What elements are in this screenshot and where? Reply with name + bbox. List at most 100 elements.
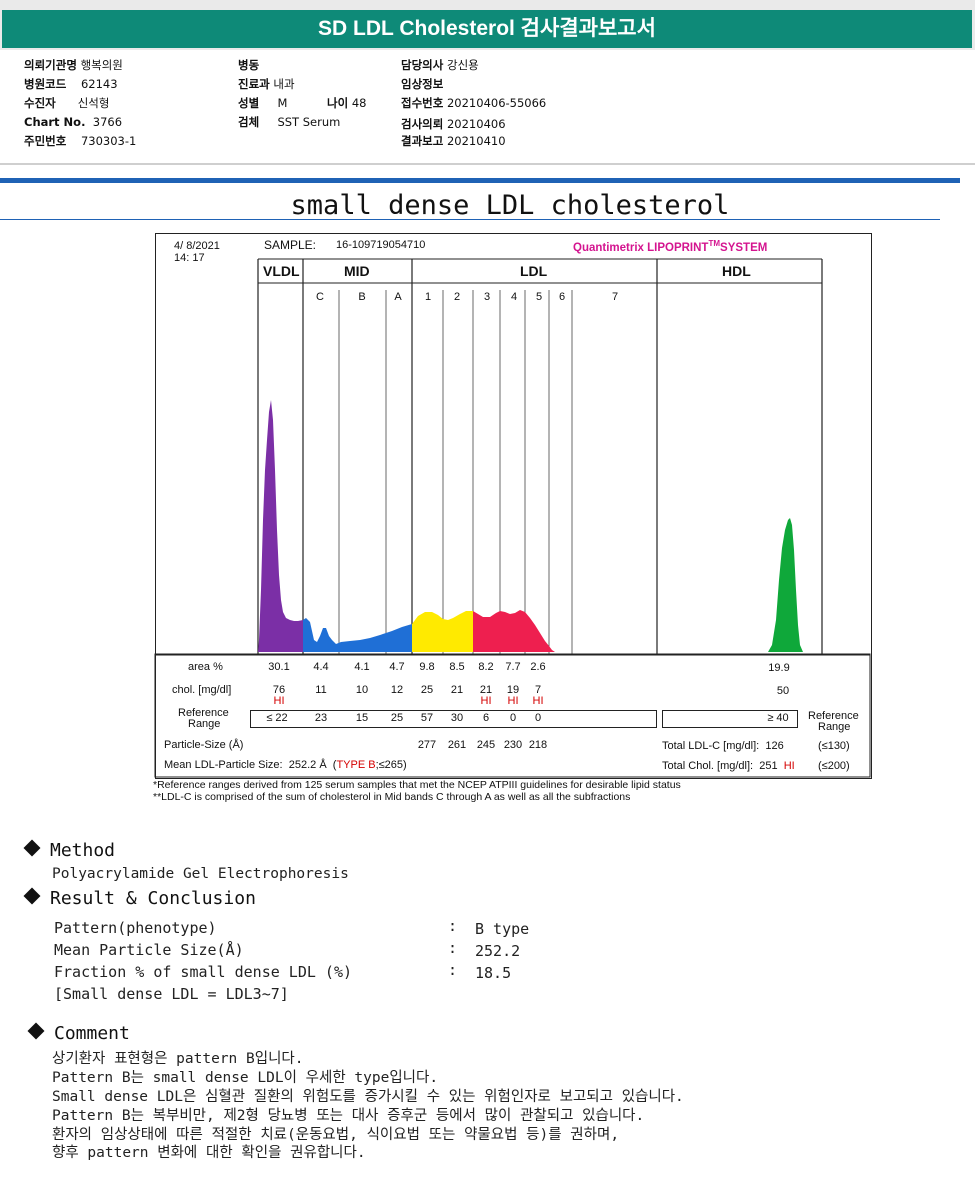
size-ldl4: 230	[503, 739, 523, 751]
area-ldl1: 9.8	[419, 661, 435, 673]
row-label-size: Particle-Size (Å)	[164, 739, 244, 751]
area-mid-c: 4.4	[313, 661, 329, 673]
comment-heading: Comment	[27, 1022, 130, 1044]
chol-ldl4: 19	[506, 684, 520, 696]
group-mid: MID	[344, 263, 370, 279]
comment-line-3: Small dense LDL은 심혈관 질환의 위험도를 증가시킬 수 있는 …	[52, 1089, 684, 1105]
info-age: 나이 48	[327, 96, 367, 110]
info-ward: 병동	[238, 58, 260, 72]
area-ldl2: 8.5	[449, 661, 465, 673]
total-chol: Total Chol. [mg/dl]: 251 HI	[662, 760, 795, 772]
diamond-icon	[23, 887, 41, 905]
blue-divider	[0, 178, 960, 183]
info-receipt-no: 접수번호 20210406-55066	[401, 96, 547, 110]
ref-ldl4: 0	[509, 712, 517, 724]
graph-date: 4/ 8/2021	[174, 240, 220, 252]
chol-ldl2: 21	[450, 684, 464, 696]
ref-hdl: ≥ 40	[767, 712, 789, 724]
chol-ldl5: 7	[534, 684, 542, 696]
result-size-label: Mean Particle Size(Å)	[54, 941, 244, 959]
band-5: 5	[535, 291, 543, 303]
result-fraction-value: 18.5	[475, 964, 512, 982]
total-chol-ref: (≤200)	[818, 760, 850, 772]
size-ldl5: 218	[528, 739, 548, 751]
chol-mid-c: 11	[315, 684, 327, 696]
band-a: A	[394, 291, 402, 303]
flag-vldl-hi: HI	[273, 695, 285, 707]
info-clinical: 임상정보	[401, 77, 444, 91]
row-label-ref-right1: Reference	[808, 710, 859, 722]
area-ldl4: 7.7	[505, 661, 521, 673]
ref-mid-a: 25	[390, 712, 404, 724]
group-vldl: VLDL	[263, 263, 300, 279]
comment-line-6: 향후 pattern 변화에 대한 확인을 권유합니다.	[52, 1145, 366, 1161]
ref-vldl: ≤ 22	[266, 712, 288, 724]
sample-label: SAMPLE:	[264, 238, 317, 252]
ref-mid-b: 15	[355, 712, 369, 724]
result-size-value: 252.2	[475, 942, 521, 960]
info-institution: 의뢰기관명 행복의원	[24, 58, 123, 72]
area-ldl3: 8.2	[478, 661, 494, 673]
area-mid-a: 4.7	[389, 661, 405, 673]
group-hdl: HDL	[722, 263, 751, 279]
chol-vldl: 76	[272, 684, 286, 696]
band-7: 7	[611, 291, 619, 303]
method-text: Polyacrylamide Gel Electrophoresis	[52, 866, 349, 882]
info-request-date: 검사의뢰 20210406	[401, 117, 506, 131]
ref-ldl2: 30	[450, 712, 464, 724]
comment-line-4: Pattern B는 복부비만, 제2형 당뇨병 또는 대사 증후군 등에서 많…	[52, 1108, 645, 1124]
info-department: 진료과 내과	[238, 77, 295, 91]
result-pattern-label: Pattern(phenotype)	[54, 919, 217, 937]
result-heading: Result & Conclusion	[23, 887, 256, 909]
report-title: SD LDL Cholesterol 검사결과보고서	[2, 10, 972, 48]
diamond-icon	[27, 1022, 45, 1040]
row-label-chol: chol. [mg/dl]	[172, 684, 232, 696]
info-sex: 성별 M	[238, 96, 288, 110]
ref-ldl1: 57	[420, 712, 434, 724]
ref-ldl5: 0	[534, 712, 542, 724]
mean-particle-size: Mean LDL-Particle Size: 252.2 Å (TYPE B;…	[164, 759, 407, 771]
footnote-1: *Reference ranges derived from 125 serum…	[153, 779, 681, 791]
band-b: B	[358, 291, 366, 303]
system-logo: Quantimetrix LIPOPRINTTMSYSTEM	[573, 239, 768, 254]
reference-box-left	[250, 710, 657, 728]
footnote-2: **LDL-C is comprised of the sum of chole…	[153, 791, 631, 803]
info-hospital-code: 병원코드 62143	[24, 77, 118, 91]
band-4: 4	[510, 291, 518, 303]
peak-ldl3-5	[473, 610, 555, 652]
reference-box-right	[662, 710, 798, 728]
ref-ldl3: 6	[482, 712, 490, 724]
area-mid-b: 4.1	[354, 661, 370, 673]
result-note: [Small dense LDL = LDL3~7]	[54, 985, 289, 1003]
area-vldl: 30.1	[268, 661, 290, 673]
info-patient: 수진자 신석형	[24, 96, 110, 110]
info-specimen: 검체 SST Serum	[238, 115, 341, 129]
result-pattern-colon: :	[448, 917, 458, 935]
info-resident-no: 주민번호 730303-1	[24, 134, 137, 148]
row-label-ref-right2: Range	[818, 721, 851, 733]
row-label-ref1: Reference	[178, 707, 229, 719]
row-label-ref2: Range	[188, 718, 221, 730]
row-label-area: area %	[188, 661, 223, 673]
comment-line-1: 상기환자 표현형은 pattern B입니다.	[52, 1051, 304, 1067]
result-fraction-label: Fraction % of small dense LDL (%)	[54, 963, 353, 981]
flag-ldl5-hi: HI	[532, 695, 544, 707]
blue-thin-divider	[0, 219, 940, 220]
chol-ldl1: 25	[420, 684, 434, 696]
band-c: C	[316, 291, 324, 303]
ref-mid-c: 23	[314, 712, 328, 724]
peak-ldl1-2	[412, 611, 473, 652]
chol-mid-b: 10	[355, 684, 369, 696]
info-report-date: 결과보고 20210410	[401, 134, 506, 148]
diamond-icon	[23, 839, 41, 857]
result-pattern-value: B type	[475, 920, 530, 938]
result-size-colon: :	[448, 939, 458, 957]
chol-ldl3: 21	[479, 684, 493, 696]
peak-mid	[303, 618, 412, 652]
header-divider	[0, 163, 975, 165]
total-ldl-c: Total LDL-C [mg/dl]: 126	[662, 740, 784, 752]
graph-time: 14: 17	[174, 252, 205, 264]
size-ldl1: 277	[417, 739, 437, 751]
flag-ldl4-hi: HI	[507, 695, 519, 707]
size-ldl3: 245	[476, 739, 496, 751]
